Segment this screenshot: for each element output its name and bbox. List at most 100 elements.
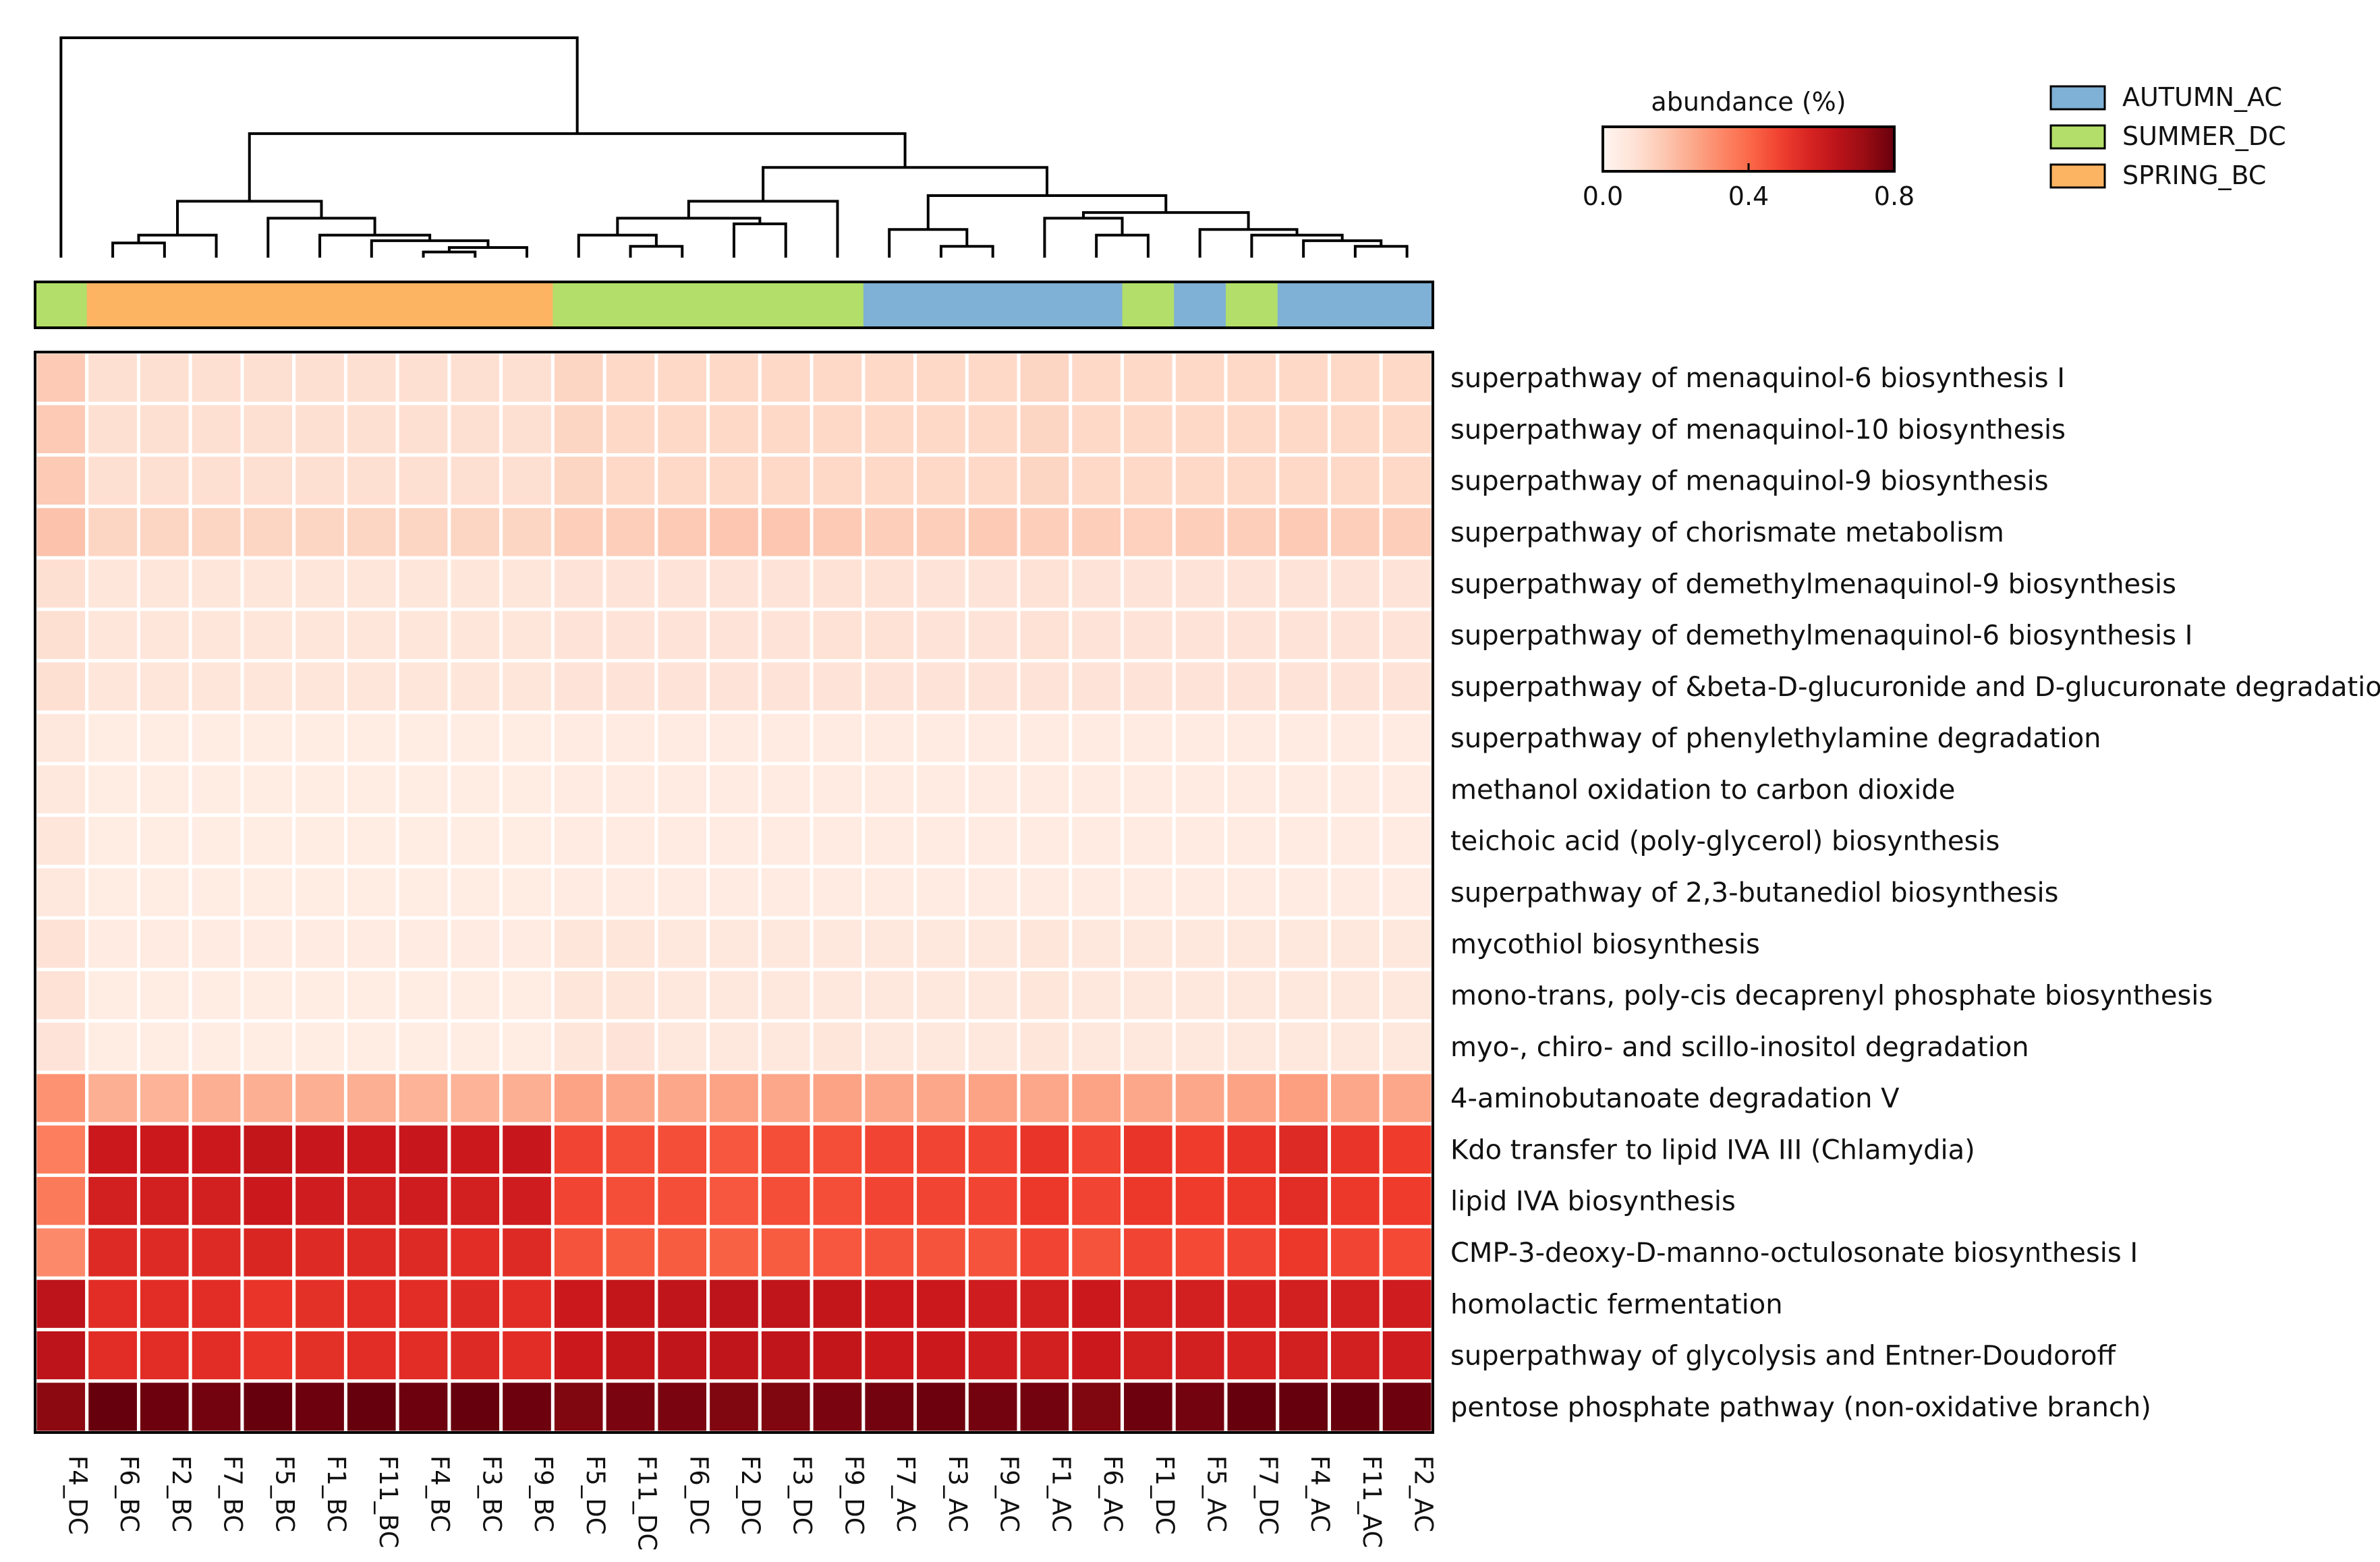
heatmap-cell [1224,865,1280,920]
dendrogram-link [422,250,477,258]
heatmap-cell [602,916,658,971]
heatmap-cell [292,761,347,817]
heatmap-cell [1121,1225,1176,1280]
heatmap-cell [758,1379,814,1435]
column-label: F9_DC [839,1455,868,1535]
heatmap-cell [550,1070,606,1126]
heatmap-cell [343,607,399,663]
heatmap-cell [343,916,399,971]
heatmap-cell [602,967,658,1023]
row-label: lipid IVA biosynthesis [1450,1186,1736,1217]
heatmap-cell [550,556,606,611]
heatmap-cell [1172,556,1228,611]
heatmap-cell [1224,710,1280,765]
group-bar-segment [449,282,502,328]
heatmap-cell [654,761,710,817]
heatmap-cell [240,1379,296,1435]
heatmap-cell [33,1276,89,1331]
dendrogram-link [1095,233,1150,258]
heatmap-cell [240,350,296,405]
heatmap-cell [706,967,762,1023]
heatmap-cell [1276,916,1332,971]
heatmap-cell [33,556,89,611]
heatmap-cell [1224,1379,1280,1435]
heatmap-cell [913,710,969,765]
heatmap-cell [758,504,814,560]
heatmap-cell [965,1276,1021,1331]
heatmap-cell [965,710,1021,765]
heatmap-cell [1276,556,1332,611]
heatmap-cell [913,1379,969,1435]
heatmap-cell [654,556,710,611]
column-label: F3_DC [788,1455,817,1535]
column-label: F11_BC [374,1455,403,1548]
heatmap-cell [1379,1174,1435,1229]
heatmap-cell [240,761,296,817]
heatmap-cell [810,1019,866,1074]
heatmap-cell [913,1276,969,1331]
heatmap-cell [33,1070,89,1126]
heatmap-cell [395,607,451,663]
heatmap-cell [292,607,347,663]
heatmap-cell [136,1379,192,1435]
heatmap-cell [447,967,503,1023]
row-label: myo-, chiro- and scillo-inositol degrada… [1450,1032,2029,1063]
column-label: F3_BC [477,1455,506,1532]
heatmap-cell [861,1276,917,1331]
heatmap-cell [1328,607,1383,663]
heatmap-cell [292,865,347,920]
heatmap-cell [1328,1174,1383,1229]
heatmap-cell [810,1070,866,1126]
dendrogram-link [629,245,684,258]
heatmap-cell [1379,401,1435,457]
heatmap-cell [913,1174,969,1229]
heatmap-cell [33,761,89,817]
heatmap-cell [602,761,658,817]
heatmap-cell [1172,607,1228,663]
column-label: F2_DC [736,1455,765,1535]
heatmap-cell [447,1276,503,1331]
column-label: F2_BC [167,1455,196,1532]
dendrogram-link [137,233,218,258]
column-label: F11_AC [1357,1455,1386,1548]
heatmap-cell [1121,1122,1176,1178]
heatmap-cell [758,1019,814,1074]
heatmap-cell [965,813,1021,869]
heatmap-cell [1017,1122,1073,1178]
heatmap-cell [550,1122,606,1178]
heatmap-cell [343,710,399,765]
heatmap-cell [85,607,140,663]
heatmap-cell [188,1276,244,1331]
heatmap-cell [240,813,296,869]
heatmap-cell [136,659,192,714]
heatmap-cell [602,865,658,920]
column-label: F1_BC [322,1455,351,1532]
heatmap-cell [1276,607,1332,663]
heatmap-cell [395,1379,451,1435]
heatmap-cell [706,813,762,869]
heatmap-cell [1379,453,1435,509]
heatmap-cell [499,1122,555,1178]
heatmap-cell [395,556,451,611]
column-dendrogram [59,36,1409,258]
heatmap-cell [343,350,399,405]
heatmap-cell [602,1327,658,1383]
heatmap-cell [395,1070,451,1126]
heatmap-cell [1224,1174,1280,1229]
heatmap-cell [1172,1225,1228,1280]
heatmap-cell [861,350,917,405]
heatmap-cell [550,1379,606,1435]
column-label: F5_DC [581,1455,610,1535]
heatmap-cell [1379,865,1435,920]
heatmap-cell [1276,1174,1332,1229]
heatmap-cell [395,1122,451,1178]
heatmap-cell [758,556,814,611]
group-bar-segment [1070,282,1123,328]
heatmap-cell [1121,556,1176,611]
legend-swatch [2049,85,2106,111]
heatmap-cell [810,865,866,920]
heatmap-cell [395,659,451,714]
dendrogram-link [733,222,787,258]
heatmap-cell [913,504,969,560]
